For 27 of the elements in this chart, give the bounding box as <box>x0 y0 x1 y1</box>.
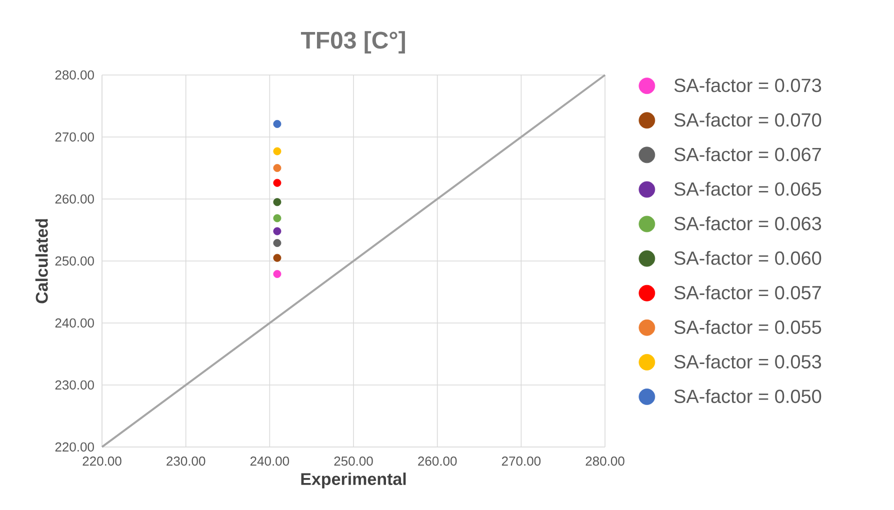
legend-label: SA-factor = 0.067 <box>674 147 821 162</box>
legend-label: SA-factor = 0.053 <box>674 354 822 369</box>
y-tick-label: 270.00 <box>55 132 94 142</box>
legend-label: SA-factor = 0.055 <box>674 320 822 334</box>
y-tick-label: 260.00 <box>55 194 94 204</box>
legend-label: SA-factor = 0.060 <box>674 250 822 265</box>
legend-label: SA-factor = 0.063 <box>674 216 822 230</box>
x-axis-title: Experimental <box>301 472 406 488</box>
legend-label: SA-factor = 0.057 <box>674 285 821 300</box>
y-tick-label: 280.00 <box>55 70 94 80</box>
legend-label: SA-factor = 0.065 <box>674 182 822 196</box>
y-tick-label: 220.00 <box>55 442 94 452</box>
y-axis-title: Calculated <box>35 219 48 304</box>
y-tick-label: 250.00 <box>55 256 94 266</box>
legend-label: SA-factor = 0.070 <box>674 112 822 127</box>
legend-label: SA-factor = 0.050 <box>674 389 822 404</box>
y-tick-label: 230.00 <box>55 380 94 390</box>
y-tick-label: 240.00 <box>55 318 94 328</box>
x-tick-label: 260.00 <box>418 456 457 466</box>
legend-label: SA-factor = 0.073 <box>674 78 822 92</box>
x-tick-label: 230.00 <box>166 456 206 466</box>
x-tick-label: 280.00 <box>586 456 624 466</box>
chart-title: TF03 [C°] <box>300 31 405 54</box>
x-tick-label: 220.00 <box>82 456 122 466</box>
x-tick-label: 270.00 <box>502 456 541 466</box>
x-tick-label: 240.00 <box>250 456 290 466</box>
x-tick-label: 250.00 <box>334 456 373 466</box>
